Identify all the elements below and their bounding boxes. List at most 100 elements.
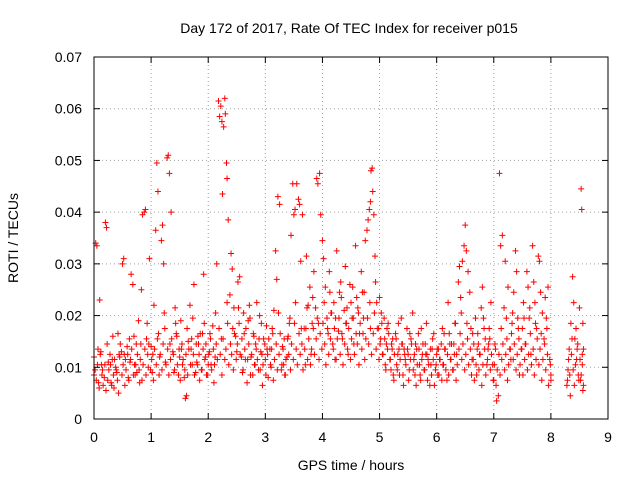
data-point: [130, 372, 137, 379]
data-point: [222, 110, 229, 117]
plot-frame: [93, 56, 609, 420]
data-point: [257, 366, 264, 373]
data-point: [318, 346, 325, 353]
data-point: [315, 320, 322, 327]
data-point: [493, 397, 500, 404]
data-point: [285, 351, 292, 358]
data-point: [577, 356, 584, 363]
data-point: [475, 366, 482, 373]
data-point: [218, 118, 225, 125]
data-point: [189, 315, 196, 322]
data-point: [276, 201, 283, 208]
data-point: [178, 341, 185, 348]
data-point: [250, 333, 257, 340]
data-point: [200, 346, 207, 353]
data-point: [183, 392, 190, 399]
data-point: [298, 341, 305, 348]
x-tick-label: 0: [90, 429, 98, 445]
data-point: [349, 284, 356, 291]
data-point: [113, 369, 120, 376]
x-tick-labels: 0 1 2 3 4 5 6 7 8 9: [90, 429, 612, 445]
x-tick-label: 4: [319, 429, 327, 445]
data-point: [571, 382, 578, 389]
data-point: [445, 372, 452, 379]
data-point: [451, 351, 458, 358]
data-point: [399, 372, 406, 379]
data-point: [462, 222, 469, 229]
data-point: [424, 377, 431, 384]
data-point: [311, 351, 318, 358]
data-point: [190, 281, 197, 288]
data-point: [547, 361, 554, 368]
data-point: [293, 346, 300, 353]
data-point: [542, 294, 549, 301]
data-point: [446, 330, 453, 337]
data-point: [302, 361, 309, 368]
data-point: [578, 206, 585, 213]
data-point: [377, 341, 384, 348]
data-point: [473, 361, 480, 368]
data-point: [202, 353, 209, 360]
data-point: [391, 351, 398, 358]
data-point: [463, 247, 470, 254]
data-point: [570, 299, 577, 306]
data-point: [456, 263, 463, 270]
data-point: [290, 356, 297, 363]
data-point: [502, 258, 509, 265]
data-point: [221, 356, 228, 363]
data-point: [218, 372, 225, 379]
data-point: [173, 330, 180, 337]
data-point: [225, 361, 232, 368]
data-point: [116, 351, 123, 358]
data-point: [526, 304, 533, 311]
data-point: [157, 351, 164, 358]
data-point: [124, 343, 131, 350]
data-point: [304, 356, 311, 363]
data-point: [244, 356, 251, 363]
data-point: [485, 341, 492, 348]
data-point: [398, 341, 405, 348]
data-point: [546, 356, 553, 363]
data-point: [355, 309, 362, 316]
data-point: [256, 335, 263, 342]
data-point: [254, 356, 261, 363]
data-point: [579, 361, 586, 368]
data-point: [272, 247, 279, 254]
data-point: [467, 325, 474, 332]
data-point: [359, 330, 366, 337]
data-point: [230, 366, 237, 373]
data-point: [510, 289, 517, 296]
data-point: [170, 369, 177, 376]
data-point: [275, 309, 282, 316]
data-point: [142, 372, 149, 379]
data-point: [224, 320, 231, 327]
data-point: [417, 377, 424, 384]
data-point: [109, 356, 116, 363]
data-point: [196, 377, 203, 384]
data-point: [240, 309, 247, 316]
data-point: [412, 341, 419, 348]
data-point: [570, 366, 577, 373]
data-point: [329, 341, 336, 348]
data-point: [105, 366, 112, 373]
data-point: [281, 372, 288, 379]
data-point: [465, 361, 472, 368]
data-point: [425, 356, 432, 363]
data-point: [276, 351, 283, 358]
data-point: [158, 237, 165, 244]
data-point: [367, 325, 374, 332]
data-point: [99, 366, 106, 373]
data-point: [115, 390, 122, 397]
data-point: [353, 330, 360, 337]
data-point: [184, 372, 191, 379]
data-point: [164, 154, 171, 161]
data-point: [129, 281, 136, 288]
data-point: [578, 372, 585, 379]
data-point: [354, 341, 361, 348]
data-point: [219, 191, 226, 198]
data-point: [178, 346, 185, 353]
data-point: [423, 320, 430, 327]
data-point: [248, 351, 255, 358]
data-point: [535, 253, 542, 260]
